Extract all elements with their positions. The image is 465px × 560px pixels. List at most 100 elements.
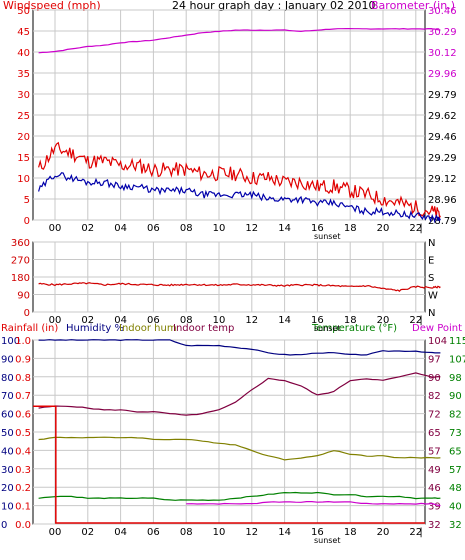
y2-tick-label-p2-3: 49 [428, 465, 441, 476]
y-tick-label-p0-0: 0 [24, 216, 30, 227]
y2-tick-label-p0-10: 30.46 [428, 6, 457, 17]
x-tick-label-p0-7: 14 [278, 223, 291, 234]
y-humidity-tick-p2-1: 10 [1, 502, 14, 513]
windspeed-axis-label: Windspeed (mph) [3, 0, 101, 12]
y-humidity-tick-p2-2: 20 [1, 483, 14, 494]
y-tick-label-p0-3: 15 [17, 153, 30, 164]
x-tick-label-p1-9: 18 [344, 315, 357, 326]
y2-tick-label-p0-0: 28.79 [428, 216, 457, 227]
y-rain-tick-p2-3: 0.3 [15, 465, 31, 476]
y-tick-label-p1-4: 360 [11, 238, 30, 249]
x-tick-label-p2-2: 04 [114, 527, 127, 538]
y2-tick-label-p2-7: 82 [428, 391, 441, 402]
y2-tick-label-p2-1: 39 [428, 502, 441, 513]
y2-tick-label-p1-4: N [428, 238, 435, 249]
y2-tick-label-p0-3: 29.29 [428, 153, 457, 164]
x-tick-label-p1-3: 06 [147, 315, 160, 326]
x-tick-label-p0-9: 18 [344, 223, 357, 234]
x-tick-end-p1: | [419, 315, 422, 326]
y-humidity-tick-p2-5: 50 [1, 428, 14, 439]
x-tick-label-p0-1: 02 [81, 223, 94, 234]
y2-tick-label-p0-1: 28.96 [428, 195, 457, 206]
y-rain-tick-p2-1: 0.1 [15, 502, 31, 513]
x-tick-label-p2-0: 00 [49, 527, 62, 538]
y-rain-tick-p2-9: 0.9 [15, 354, 31, 365]
y-rain-tick-p2-7: 0.7 [15, 391, 31, 402]
x-tick-label-p1-5: 10 [213, 315, 226, 326]
y2-tick-label-p0-9: 30.29 [428, 27, 457, 38]
graph-title: 24 hour graph day : January 02 2010 [172, 0, 376, 12]
legend-dew-point: Dew Point [412, 323, 462, 334]
y-tick-label-p0-7: 35 [17, 69, 30, 80]
y-humidity-tick-p2-0: 0 [1, 520, 7, 531]
y2-tick-label-p0-2: 29.12 [428, 174, 457, 185]
y2-tick-label-p2-0: 32 [428, 520, 441, 531]
x-tick-label-p2-11: 22 [409, 527, 422, 538]
y-humidity-tick-p2-4: 40 [1, 446, 14, 457]
barometer-axis-label: Barometer (in.) [371, 0, 455, 12]
y-tick-label-p1-1: 90 [17, 291, 30, 302]
x-tick-label-p2-1: 02 [81, 527, 94, 538]
series-indoor-hum-line [38, 436, 441, 461]
x-tick-label-p0-4: 08 [180, 223, 193, 234]
y-tick-label-p0-2: 10 [17, 174, 30, 185]
chart-marks: 0 28.79 5 28.96 10 29.12 15 29.29 20 29.46 25 29.62… [1, 6, 465, 545]
y-tick-label-p0-8: 40 [17, 48, 30, 59]
x-tick-label-p2-3: 06 [147, 527, 160, 538]
x-tick-label-p2-8: 16 [311, 527, 324, 538]
y3-tick-label-p2-4: 65 [449, 446, 462, 457]
series-barometer-line [38, 27, 441, 54]
y2-tick-label-p2-5: 65 [428, 428, 441, 439]
legend-temperature: Temperature (°F) [311, 323, 397, 334]
y2-tick-label-p0-5: 29.62 [428, 111, 457, 122]
x-tick-label-p1-0: 00 [49, 315, 62, 326]
y-humidity-tick-p2-6: 60 [1, 410, 14, 421]
x-tick-label-p0-0: 00 [49, 223, 62, 234]
y-rain-tick-p2-2: 0.2 [15, 483, 31, 494]
x-tick-label-p2-7: 14 [278, 527, 291, 538]
x-tick-label-p1-10: 20 [377, 315, 390, 326]
y-rain-tick-p2-6: 0.6 [15, 410, 31, 421]
y-tick-label-p1-0: 0 [24, 308, 30, 319]
y-rain-tick-p2-4: 0.4 [15, 446, 31, 457]
x-tick-label-p0-11: 22 [409, 223, 422, 234]
y2-tick-label-p0-8: 30.12 [428, 48, 457, 59]
y-humidity-tick-p2-3: 30 [1, 465, 14, 476]
x-tick-label-p2-9: 18 [344, 527, 357, 538]
y2-tick-label-p2-9: 97 [428, 354, 441, 365]
y3-tick-label-p2-5: 73 [449, 428, 462, 439]
x-tick-label-p0-10: 20 [377, 223, 390, 234]
x-tick-label-p1-4: 08 [180, 315, 193, 326]
y-tick-label-p0-10: 50 [17, 6, 30, 17]
y2-tick-label-p1-0: N [428, 308, 435, 319]
y-tick-label-p0-6: 30 [17, 90, 30, 101]
x-tick-end-p2: | [419, 527, 422, 538]
series-windspeed-line [38, 141, 441, 220]
y2-tick-label-p0-7: 29.96 [428, 69, 457, 80]
legend-rainfall: Rainfall (in) [1, 323, 58, 334]
x-tick-label-p2-4: 08 [180, 527, 193, 538]
x-tick-end-p0: | [419, 223, 422, 234]
y-tick-label-p1-2: 180 [11, 273, 30, 284]
y-humidity-tick-p2-9: 90 [1, 354, 14, 365]
series-indoor-temp-line [38, 372, 441, 416]
y3-tick-label-p2-8: 98 [449, 373, 462, 384]
sunset-label-p0: sunset [314, 232, 341, 241]
x-tick-label-p1-2: 04 [114, 315, 127, 326]
y-rain-tick-p2-5: 0.5 [15, 428, 31, 439]
y-humidity-tick-p2-10: 100 [1, 336, 20, 347]
y2-tick-label-p2-6: 72 [428, 410, 441, 421]
legend-indoor-hum: Indoor hum [119, 323, 177, 334]
y2-tick-label-p2-4: 57 [428, 446, 441, 457]
x-tick-label-p0-3: 06 [147, 223, 160, 234]
series-humidity-line [38, 339, 441, 356]
y2-tick-label-p1-2: S [428, 273, 434, 284]
y2-tick-label-p1-3: E [428, 256, 434, 267]
sunset-label-p1: sunset [314, 324, 341, 333]
x-tick-label-p1-6: 12 [245, 315, 258, 326]
series-temperature-line [38, 491, 441, 502]
sunset-label-p2: sunset [314, 536, 341, 545]
x-tick-label-p1-7: 14 [278, 315, 291, 326]
y-rain-tick-p2-0: 0.0 [15, 520, 31, 531]
